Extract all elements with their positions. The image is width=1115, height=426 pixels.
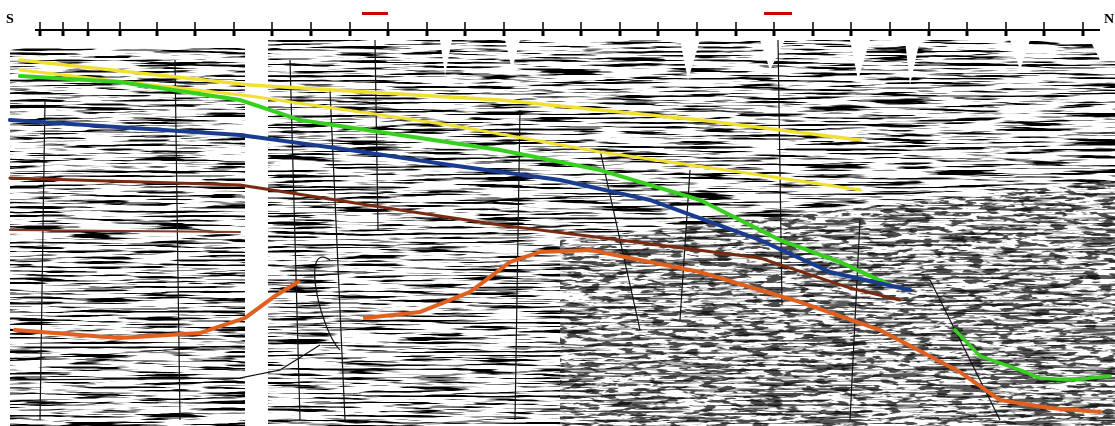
well-labels — [362, 12, 792, 15]
well-label-2 — [764, 12, 792, 15]
north-label: N — [1104, 12, 1114, 27]
page: S N (() => { const data = JSON.parse(doc… — [0, 0, 1115, 426]
well-label-1 — [362, 12, 388, 15]
top-axis — [35, 22, 1100, 36]
south-label: S — [6, 12, 14, 27]
seismic-section: S N — [0, 0, 1115, 426]
